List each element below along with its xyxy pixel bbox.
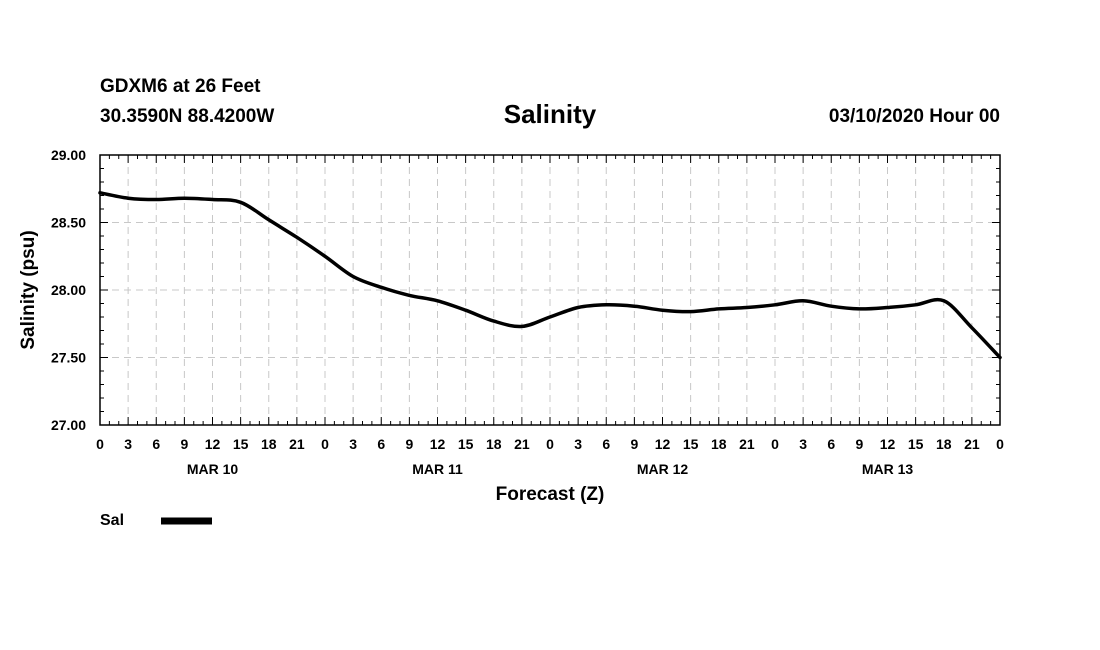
series-line-sal [98, 191, 1002, 360]
x-tick-label: 6 [827, 436, 835, 452]
x-tick-label: 3 [124, 436, 132, 452]
y-tick-labels: 27.00 27.50 28.00 28.50 29.00 [51, 147, 86, 433]
y-tick-label: 29.00 [51, 147, 86, 163]
x-tick-label: 18 [936, 436, 952, 452]
legend-label: Sal [100, 512, 124, 529]
axis-ticks [99, 154, 1001, 426]
x-tick-label: 3 [574, 436, 582, 452]
x-tick-label: 9 [630, 436, 638, 452]
y-tick-label: 27.50 [51, 350, 86, 366]
x-tick-label: 9 [855, 436, 863, 452]
x-tick-label: 12 [430, 436, 446, 452]
x-tick-label: 6 [377, 436, 385, 452]
x-tick-label: 21 [739, 436, 755, 452]
y-tick-label: 28.50 [51, 215, 86, 231]
station-coordinates: 30.3590N 88.4200W [100, 106, 275, 127]
x-tick-labels: 0 3 6 9 12 15 18 21 0 3 6 9 12 15 18 21 0 3 6 9 12 15 18 21 0 3 6 9… [96, 436, 1004, 452]
y-tick-label: 28.00 [51, 282, 86, 298]
y-axis-title: Salinity (psu) [18, 230, 39, 349]
x-tick-label: 21 [964, 436, 980, 452]
station-label: GDXM6 at 26 Feet [100, 76, 261, 97]
x-tick-label: 6 [152, 436, 160, 452]
day-labels: MAR 10 MAR 11 MAR 12 MAR 13 [187, 461, 914, 477]
x-tick-label: 18 [261, 436, 277, 452]
x-axis-title: Forecast (Z) [496, 484, 605, 505]
x-tick-label: 6 [602, 436, 610, 452]
x-tick-label: 12 [655, 436, 671, 452]
forecast-run-time: 03/10/2020 Hour 00 [828, 106, 1000, 127]
x-tick-label: 9 [405, 436, 413, 452]
x-tick-label: 15 [233, 436, 249, 452]
x-tick-label: 18 [711, 436, 727, 452]
x-tick-label: 15 [458, 436, 474, 452]
day-label: MAR 10 [187, 461, 239, 477]
x-tick-label: 15 [683, 436, 699, 452]
x-tick-label: 21 [514, 436, 530, 452]
chart-title: Salinity [503, 99, 597, 129]
x-tick-label: 12 [205, 436, 221, 452]
day-label: MAR 12 [637, 461, 689, 477]
x-tick-label: 0 [771, 436, 779, 452]
day-label: MAR 11 [412, 461, 463, 477]
x-tick-label: 18 [486, 436, 502, 452]
x-tick-label: 0 [996, 436, 1004, 452]
x-tick-label: 3 [799, 436, 807, 452]
x-tick-label: 0 [96, 436, 104, 452]
x-tick-label: 0 [321, 436, 329, 452]
y-tick-label: 27.00 [51, 417, 86, 433]
x-tick-label: 3 [349, 436, 357, 452]
x-tick-label: 12 [880, 436, 896, 452]
grid-lines [100, 155, 1000, 425]
x-tick-label: 9 [180, 436, 188, 452]
x-tick-label: 21 [289, 436, 305, 452]
x-tick-label: 0 [546, 436, 554, 452]
x-tick-label: 15 [908, 436, 924, 452]
day-label: MAR 13 [862, 461, 914, 477]
